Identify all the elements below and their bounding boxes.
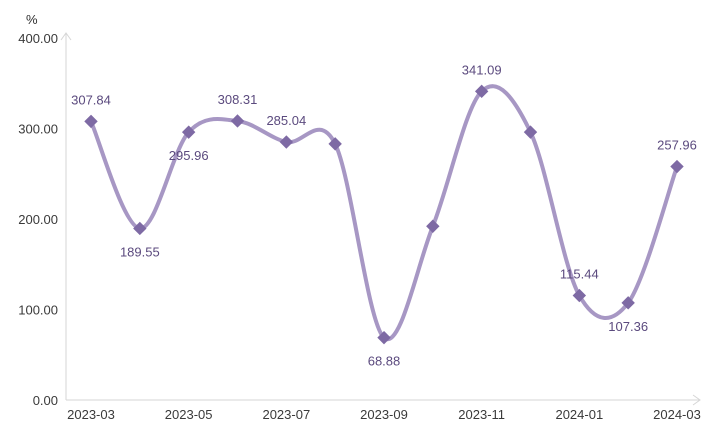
x-tick-label: 2024-03 [653, 407, 701, 422]
y-tick-label: 300.00 [18, 122, 58, 137]
data-point-marker [621, 296, 635, 310]
data-point-marker [328, 137, 342, 151]
data-point-marker [230, 114, 245, 128]
marker-layer [84, 84, 684, 345]
data-label: 189.55 [120, 244, 160, 259]
data-label: 115.44 [560, 267, 599, 282]
x-tick-labels: 2023-03 2023-05 2023-07 2023-09 2023-11 2024-… [67, 407, 701, 422]
data-point-marker [474, 84, 489, 99]
series-layer [89, 84, 679, 342]
y-tick-label: 0.00 [33, 393, 58, 408]
data-point-marker [181, 125, 196, 139]
data-label: 285.04 [266, 113, 306, 128]
data-point-marker [523, 125, 538, 139]
series-line [89, 84, 679, 342]
y-tick-label: 400.00 [18, 31, 58, 46]
x-axis-arrow [692, 394, 701, 406]
x-tick-label: 2023-07 [262, 407, 310, 422]
y-axis-unit-label: % [26, 12, 38, 27]
data-point-marker [279, 135, 294, 149]
data-point-marker [133, 221, 147, 236]
data-point-marker [670, 159, 684, 174]
data-label: 308.31 [218, 92, 258, 107]
x-tick-label: 2023-03 [67, 407, 115, 422]
data-label-layer: 307.84 189.55 295.96 308.31 285.04 68.88 341.0… [71, 62, 697, 368]
data-label: 295.96 [169, 148, 209, 163]
axes-layer [60, 32, 701, 406]
y-tick-labels: 0.00 100.00 200.00 300.00 400.00 [18, 31, 58, 408]
x-tick-label: 2023-11 [458, 407, 505, 422]
x-tick-label: 2023-05 [165, 407, 213, 422]
data-point-marker [84, 114, 98, 129]
data-label: 257.96 [657, 138, 697, 153]
data-point-marker [572, 288, 587, 303]
x-tick-label: 2023-09 [360, 407, 408, 422]
y-tick-label: 100.00 [18, 303, 58, 318]
data-label: 68.88 [368, 354, 401, 369]
x-tick-label: 2024-01 [555, 407, 603, 422]
y-tick-label: 200.00 [18, 212, 58, 227]
data-point-marker [426, 219, 440, 233]
data-label: 341.09 [462, 62, 502, 77]
y-axis-arrow [60, 32, 72, 41]
data-label: 307.84 [71, 92, 111, 107]
data-label: 107.36 [608, 319, 648, 334]
data-point-marker [377, 330, 391, 345]
